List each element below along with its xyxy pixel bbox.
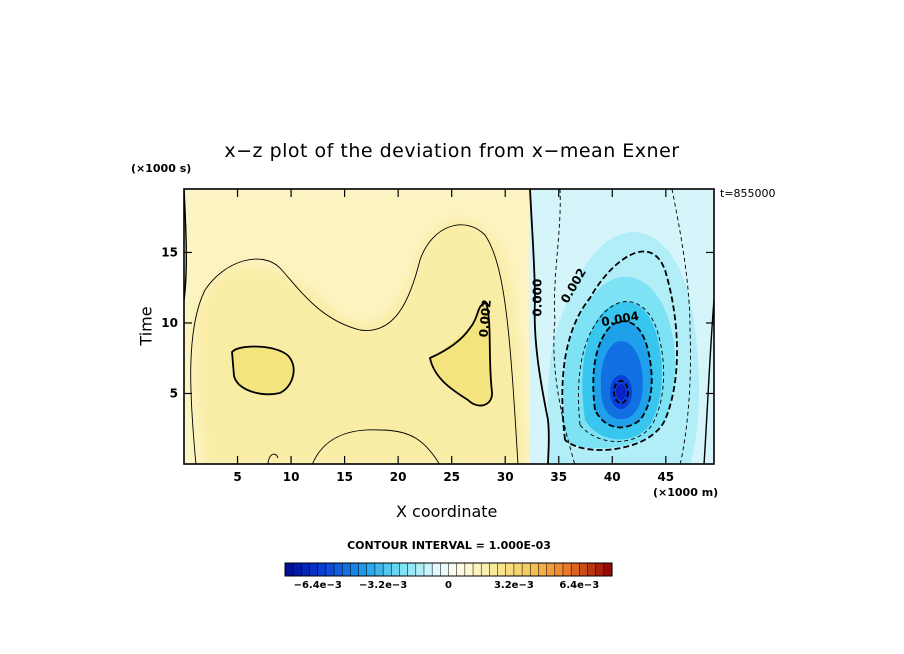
colorbar-swatch	[391, 562, 400, 577]
colorbar-swatch	[530, 562, 539, 577]
y-tick-label: 10	[161, 316, 178, 330]
x-tick-label: 40	[604, 470, 621, 484]
contour-label: 0.000	[531, 279, 545, 317]
x-axis-label: X coordinate	[396, 502, 498, 521]
colorbar-swatch	[415, 562, 425, 577]
colorbar-swatch	[382, 562, 392, 577]
chart-title: x−z plot of the deviation from x−mean Ex…	[224, 140, 680, 162]
y-ticks: 5 10 15	[161, 245, 714, 400]
colorbar: −6.4e−3 −3.2e−3 0 3.2e−3 6.4e−3	[284, 562, 613, 591]
colorbar-swatch	[341, 562, 351, 577]
colorbar-swatch	[472, 562, 482, 577]
colorbar-swatch	[595, 562, 605, 577]
colorbar-tick-label: 6.4e−3	[559, 580, 599, 591]
colorbar-swatch	[431, 562, 441, 577]
colorbar-swatch	[399, 562, 409, 577]
colorbar-swatch	[538, 562, 548, 577]
contour-line-positive-small	[267, 453, 279, 464]
colorbar-swatch	[521, 562, 531, 577]
colorbar-swatch	[407, 562, 417, 577]
colorbar-tick-label: −3.2e−3	[359, 580, 407, 591]
colorbar-swatch	[333, 562, 343, 577]
contour-label: 0.004	[600, 309, 640, 329]
colorbar-swatch	[374, 562, 384, 577]
colorbar-swatch	[358, 562, 368, 577]
contour-line-max-west	[231, 345, 295, 396]
contour-line-zero-east	[703, 299, 714, 464]
colorbar-swatch	[292, 562, 302, 577]
y-tick-label: 15	[161, 245, 178, 259]
positive-max-east	[430, 302, 493, 406]
colorbar-swatch	[497, 562, 507, 577]
colorbar-swatch	[440, 562, 450, 577]
colorbar-swatch	[570, 562, 580, 577]
colorbar-swatch	[423, 562, 433, 577]
colorbar-swatch	[301, 562, 311, 577]
contour-line-positive-low	[311, 429, 440, 464]
x-tick-label: 5	[233, 470, 241, 484]
colorbar-swatch	[317, 562, 327, 577]
x-tick-label: 15	[336, 470, 353, 484]
positive-region-inner	[195, 219, 525, 464]
time-annotation: t=855000	[720, 187, 776, 200]
colorbar-tick-label: 0	[445, 580, 452, 591]
colorbar-swatch	[546, 562, 556, 577]
colorbar-swatch	[587, 562, 597, 577]
contour-lines	[184, 189, 714, 464]
x-tick-label: 25	[443, 470, 460, 484]
colorbar-swatch	[350, 562, 360, 577]
contour-line-neg-min	[613, 380, 629, 404]
colorbar-swatch	[489, 562, 499, 577]
colorbar-swatch	[366, 562, 376, 577]
colorbar-swatch	[505, 562, 515, 577]
contour-line-positive-1	[190, 224, 519, 464]
neg-min-core	[616, 384, 626, 400]
colorbar-swatch	[480, 562, 490, 577]
x-tick-label: 35	[550, 470, 567, 484]
x-tick-label: 30	[497, 470, 514, 484]
filled-field	[184, 189, 714, 464]
colorbar-swatch	[513, 562, 523, 577]
x-ticks: 5 10 15 20 25 30 35 40 45	[233, 189, 674, 484]
colorbar-swatch	[456, 562, 466, 577]
colorbar-swatch	[448, 562, 458, 577]
colorbar-tick-label: −6.4e−3	[294, 580, 342, 591]
colorbar-swatch	[464, 562, 474, 577]
x-tick-label: 45	[657, 470, 674, 484]
colorbar-swatch	[309, 562, 319, 577]
y-axis-unit: (×1000 s)	[131, 162, 192, 175]
colorbar-swatch	[562, 562, 572, 577]
colorbar-swatch	[603, 562, 613, 577]
contour-line-neg-4	[592, 320, 653, 429]
contour-interval-label: CONTOUR INTERVAL = 1.000E-03	[347, 539, 551, 552]
contour-line-zero	[529, 189, 550, 464]
colorbar-swatch	[284, 562, 294, 577]
x-axis-unit: (×1000 m)	[653, 486, 719, 499]
contour-line-max-east	[428, 301, 493, 407]
x-tick-label: 10	[283, 470, 300, 484]
positive-max-west	[232, 345, 294, 395]
colorbar-tick-label: 3.2e−3	[494, 580, 534, 591]
colorbar-swatch	[325, 562, 335, 577]
contour-label: 0.002	[477, 299, 494, 338]
x-tick-label: 20	[390, 470, 407, 484]
colorbar-swatch	[554, 562, 564, 577]
contour-line-neg-1b	[671, 189, 691, 464]
contour-line-neg-2	[561, 250, 678, 451]
colorbar-frame	[284, 562, 613, 577]
colorbar-swatch	[579, 562, 589, 577]
plot-frame	[183, 188, 715, 465]
y-tick-label: 5	[170, 386, 178, 400]
